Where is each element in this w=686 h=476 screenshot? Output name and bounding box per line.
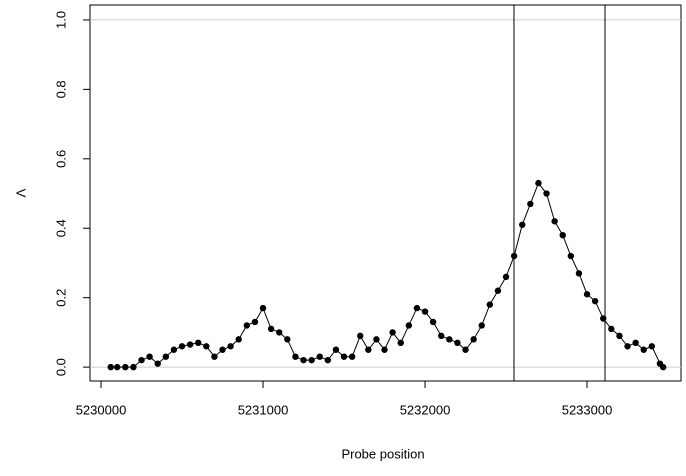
point bbox=[292, 353, 299, 360]
point bbox=[276, 329, 283, 336]
point bbox=[575, 270, 583, 277]
point bbox=[146, 353, 153, 360]
point bbox=[259, 304, 267, 312]
point bbox=[413, 304, 421, 312]
point bbox=[659, 363, 667, 371]
point bbox=[600, 315, 607, 322]
point bbox=[130, 363, 137, 371]
point bbox=[462, 346, 469, 353]
point bbox=[527, 200, 534, 208]
point bbox=[543, 190, 550, 197]
point bbox=[284, 336, 291, 343]
point bbox=[219, 346, 226, 353]
point bbox=[170, 346, 178, 353]
point bbox=[162, 353, 170, 360]
point bbox=[510, 252, 518, 260]
point bbox=[381, 346, 388, 353]
point bbox=[502, 273, 510, 281]
point bbox=[494, 287, 502, 294]
x-tick-label: 5232000 bbox=[400, 402, 451, 417]
point bbox=[235, 336, 242, 343]
point bbox=[373, 336, 380, 343]
point bbox=[251, 318, 259, 326]
x-tick-label: 5233000 bbox=[562, 402, 613, 417]
point bbox=[300, 356, 307, 364]
point bbox=[114, 363, 121, 371]
point bbox=[211, 353, 218, 360]
point bbox=[478, 322, 485, 329]
point bbox=[389, 329, 396, 336]
y-tick-label: 0.2 bbox=[53, 289, 68, 307]
point bbox=[122, 363, 129, 371]
point bbox=[186, 341, 194, 348]
point bbox=[438, 332, 445, 340]
point bbox=[454, 339, 461, 347]
point bbox=[446, 336, 453, 343]
point bbox=[357, 332, 364, 340]
point bbox=[195, 339, 202, 347]
point bbox=[535, 179, 542, 187]
point bbox=[429, 318, 437, 326]
y-tick-label: 0.4 bbox=[53, 219, 68, 237]
point bbox=[632, 339, 639, 347]
point bbox=[227, 343, 234, 350]
point bbox=[316, 353, 323, 360]
point bbox=[519, 221, 526, 228]
y-tick-label: 0.8 bbox=[53, 80, 68, 98]
point bbox=[616, 332, 623, 340]
point bbox=[583, 291, 591, 298]
point bbox=[640, 346, 647, 353]
x-axis-label: Probe position bbox=[341, 446, 424, 461]
point bbox=[365, 346, 372, 353]
point bbox=[267, 325, 275, 333]
point bbox=[340, 353, 348, 360]
point bbox=[107, 363, 114, 371]
point bbox=[154, 360, 161, 367]
point bbox=[648, 343, 656, 350]
point bbox=[178, 343, 186, 350]
y-tick-label: 0.6 bbox=[53, 150, 68, 168]
point bbox=[348, 353, 356, 360]
plot-box bbox=[89, 4, 682, 382]
point bbox=[397, 339, 404, 347]
y-tick-label: 1.0 bbox=[53, 11, 68, 29]
x-tick-label: 5230000 bbox=[76, 402, 127, 417]
point bbox=[470, 336, 477, 343]
y-tick-label: 0.0 bbox=[53, 358, 68, 376]
point bbox=[486, 301, 494, 308]
point bbox=[421, 308, 429, 315]
point bbox=[559, 231, 566, 239]
point bbox=[243, 322, 251, 329]
point bbox=[203, 343, 210, 350]
point bbox=[608, 325, 615, 333]
y-axis-label: Λ bbox=[13, 188, 28, 197]
x-tick-label: 5231000 bbox=[238, 402, 289, 417]
point bbox=[405, 322, 413, 329]
point bbox=[308, 356, 315, 364]
point bbox=[591, 297, 599, 305]
point bbox=[567, 252, 575, 260]
series-line bbox=[110, 182, 664, 368]
point bbox=[324, 356, 332, 364]
point bbox=[551, 218, 558, 225]
point bbox=[332, 346, 340, 353]
point bbox=[138, 356, 145, 364]
point bbox=[624, 343, 631, 350]
